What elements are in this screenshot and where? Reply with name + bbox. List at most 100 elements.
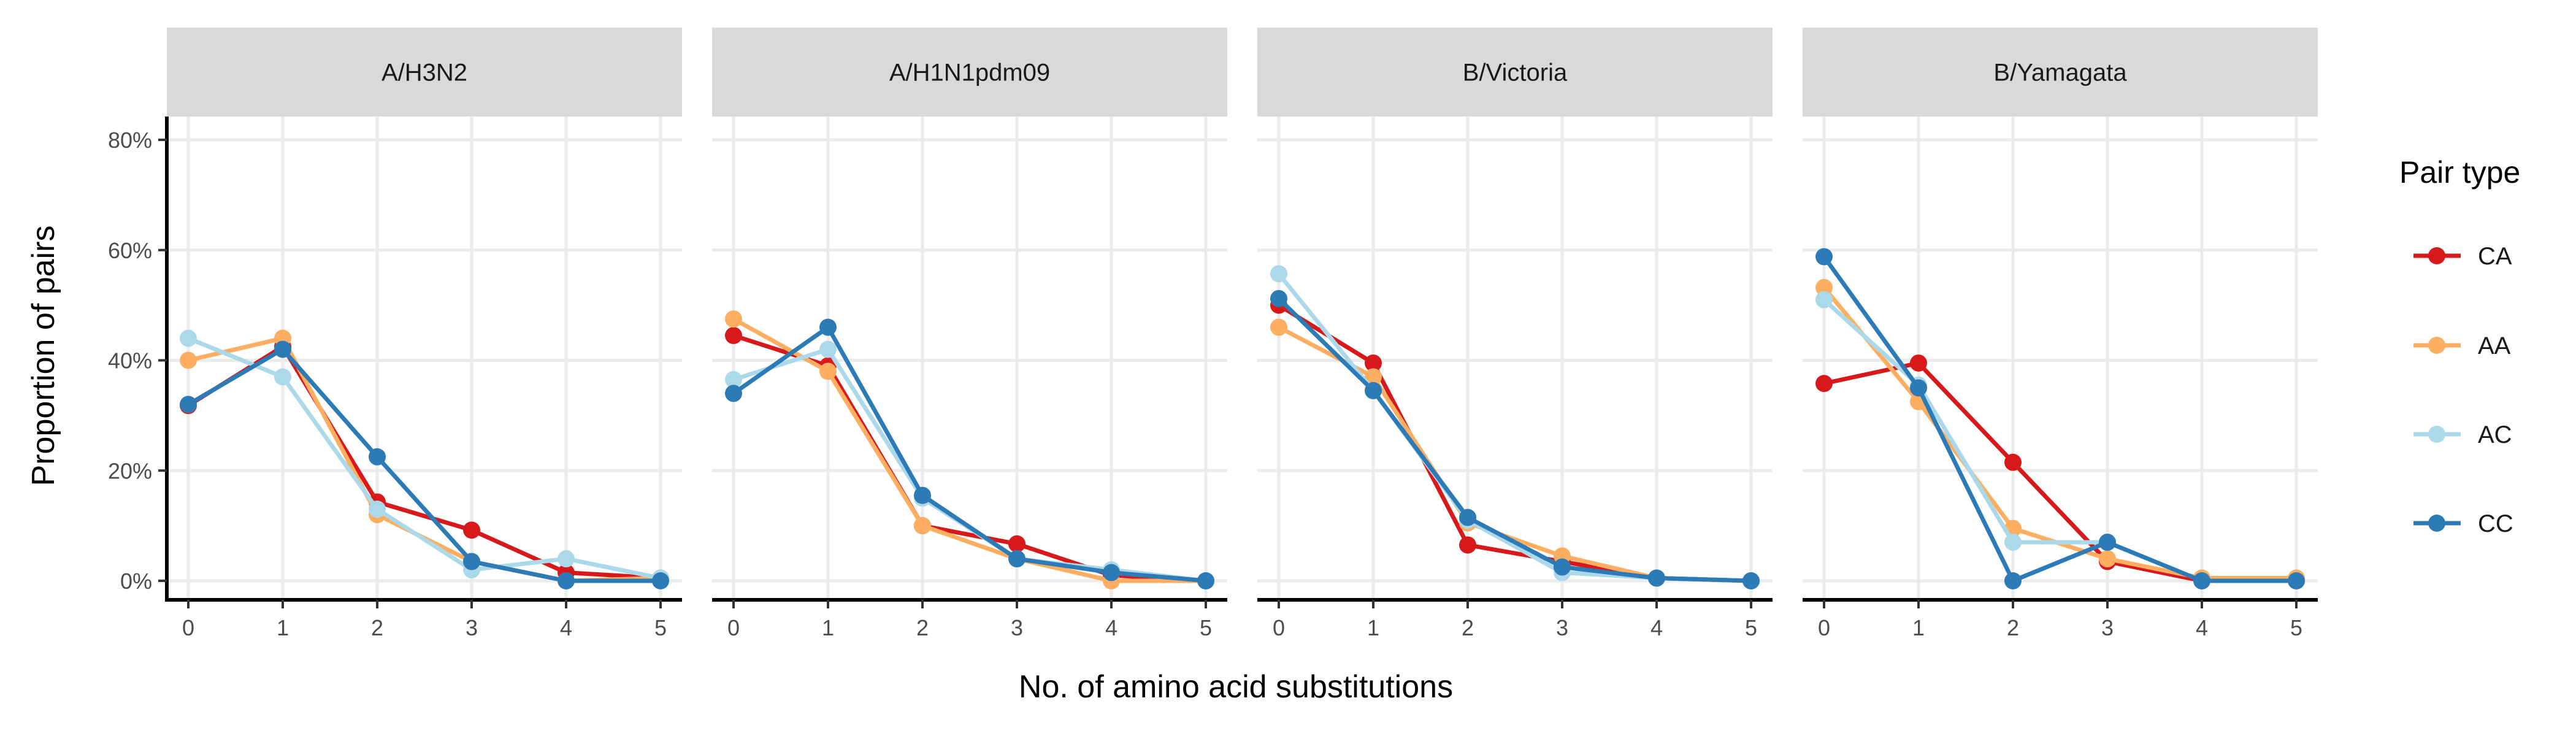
series-line: [1276, 296, 1754, 583]
y-tick-label: 40%: [108, 348, 152, 374]
facet-strip-label: B/Yamagata: [1993, 59, 2127, 86]
series-line: [1822, 255, 2299, 583]
data-point: [558, 572, 575, 589]
series-ca: [180, 338, 669, 587]
x-tick-label: 5: [1745, 615, 1757, 640]
data-point: [1815, 278, 1833, 296]
legend-label: AC: [2478, 421, 2512, 448]
data-point: [1910, 379, 1927, 397]
legend-item-ac: AC: [2413, 421, 2512, 448]
series-line: [186, 344, 663, 581]
series-cc: [725, 318, 1214, 589]
data-point: [2193, 572, 2210, 589]
x-tick-label: 4: [560, 615, 572, 640]
data-point: [2099, 550, 2116, 568]
gridlines: [1803, 117, 2318, 604]
facet-panel: A/H1N1pdm09 0 1 2 3 4 5: [712, 28, 1227, 640]
facet-strip: [167, 28, 682, 117]
x-tick-label: 5: [1200, 615, 1212, 640]
series-ac: [725, 340, 1214, 589]
legend-label: CA: [2478, 243, 2512, 270]
series-line: [186, 336, 663, 581]
facet-strip-label: A/H1N1pdm09: [889, 59, 1050, 86]
data-point: [725, 327, 742, 345]
facet-strip: [1803, 28, 2318, 117]
data-point: [1648, 569, 1665, 587]
data-point: [914, 486, 931, 504]
data-point: [819, 362, 837, 380]
x-tick-label: 2: [371, 615, 383, 640]
data-point: [180, 396, 197, 413]
data-point: [1270, 318, 1287, 336]
legend-label: CC: [2478, 510, 2513, 537]
x-tick-label: 0: [727, 615, 740, 640]
data-point: [1365, 354, 1382, 372]
data-point: [1815, 375, 1833, 393]
data-point: [1459, 508, 1476, 526]
x-tick-label: 0: [182, 615, 194, 640]
x-tick-label: 3: [1556, 615, 1568, 640]
facet-panel: A/H3N2 0 1 2 3 4 5: [167, 28, 682, 640]
x-tick-label: 4: [1650, 615, 1663, 640]
legend-key-point: [2428, 515, 2445, 532]
facet-strip-label: B/Victoria: [1463, 59, 1568, 86]
x-tick-label: 1: [1367, 615, 1379, 640]
data-point: [180, 351, 197, 369]
x-tick-label: 5: [654, 615, 667, 640]
x-tick-label: 5: [2290, 615, 2302, 640]
data-point: [819, 318, 837, 336]
data-point: [819, 340, 837, 358]
y-tick-label: 80%: [108, 128, 152, 153]
data-point: [725, 370, 742, 388]
data-point: [1365, 381, 1382, 399]
data-point: [2004, 572, 2022, 589]
facet-strip: [1257, 28, 1773, 117]
data-point: [1103, 564, 1120, 581]
data-point: [914, 517, 931, 535]
x-tick-label: 0: [1818, 615, 1830, 640]
data-point: [2004, 453, 2022, 471]
panels-layer: A/H3N2 0 1 2 3 4 5 A/H1N1pdm09 0 1 2 3 4 5 B/Victoria 0…: [167, 28, 2318, 640]
data-point: [1365, 368, 1382, 386]
gridlines: [1257, 117, 1773, 604]
data-point: [463, 521, 480, 539]
data-point: [725, 310, 742, 328]
data-point: [1910, 354, 1927, 372]
series-line: [186, 336, 663, 583]
series-cc: [1815, 248, 2305, 589]
gridlines: [167, 117, 682, 604]
data-point: [1554, 558, 1571, 576]
legend-key-point: [2428, 426, 2445, 443]
series-aa: [725, 310, 1214, 589]
legend-title: Pair type: [2399, 155, 2520, 190]
x-tick-label: 3: [1011, 615, 1023, 640]
series-line: [186, 347, 663, 583]
legend-item-cc: CC: [2413, 510, 2513, 537]
series-line: [1276, 271, 1754, 583]
data-point: [2288, 572, 2305, 589]
x-tick-label: 1: [822, 615, 834, 640]
x-tick-label: 3: [2101, 615, 2114, 640]
x-tick-label: 3: [466, 615, 478, 640]
x-tick-label: 2: [1462, 615, 1474, 640]
data-point: [1270, 289, 1287, 307]
x-tick-label: 2: [2007, 615, 2019, 640]
data-point: [725, 385, 742, 402]
data-point: [652, 572, 669, 589]
data-point: [2004, 534, 2022, 551]
data-point: [463, 553, 480, 570]
data-point: [369, 500, 386, 518]
data-point: [1270, 265, 1287, 283]
facet-panel: B/Yamagata 0 1 2 3 4 5: [1803, 28, 2318, 640]
data-point: [1815, 248, 1833, 266]
series-ca: [725, 327, 1214, 589]
legend-key-point: [2428, 247, 2445, 264]
y-tick-label: 20%: [108, 458, 152, 483]
x-tick-label: 1: [277, 615, 289, 640]
data-point: [1742, 572, 1760, 589]
data-point: [1459, 536, 1476, 554]
data-point: [274, 340, 291, 358]
x-tick-label: 4: [1105, 615, 1117, 640]
y-axis: 0% 20% 40% 60% 80%: [108, 117, 169, 602]
facet-strip: [712, 28, 1227, 117]
